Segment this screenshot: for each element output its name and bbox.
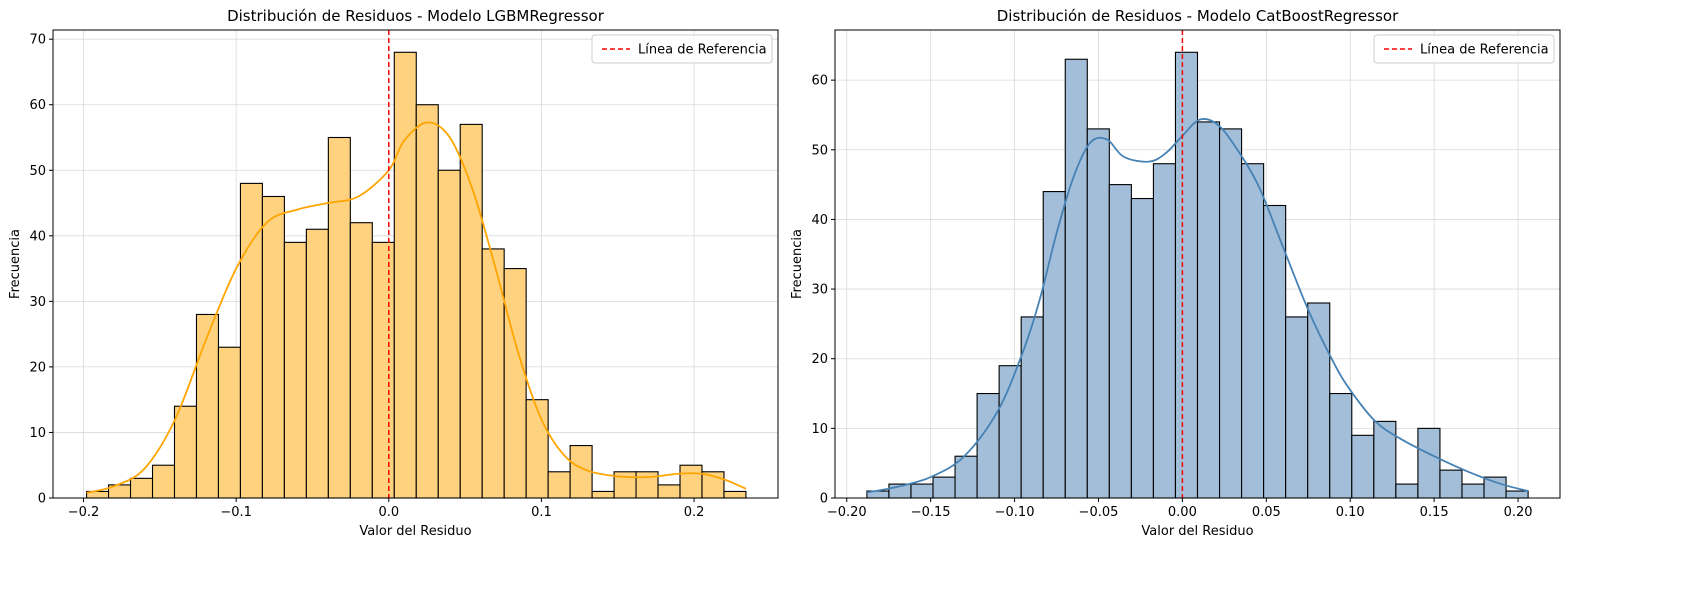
x-tick-label: −0.05 <box>1079 505 1119 520</box>
histogram-bar <box>1351 434 1375 499</box>
histogram-bar <box>305 228 329 499</box>
y-tick-label: 20 <box>811 352 828 367</box>
histogram-bar <box>1086 128 1110 499</box>
histogram-bar <box>261 195 285 499</box>
x-axis-ticks: −0.2 −0.1 0.0 0.1 0.2 <box>68 498 705 520</box>
histogram-bar <box>1461 483 1485 499</box>
histogram-bar <box>1020 316 1044 499</box>
x-tick-label: −0.20 <box>827 505 867 520</box>
x-tick-label: 0.15 <box>1420 505 1449 520</box>
histogram-bar <box>1483 476 1507 499</box>
histogram-bar <box>129 477 154 499</box>
plot-frame <box>52 29 779 499</box>
y-tick-label: 30 <box>811 283 828 298</box>
x-tick-label: 0.20 <box>1504 505 1533 520</box>
y-tick-label: 30 <box>29 295 46 310</box>
y-axis-label: Frecuencia <box>8 229 23 299</box>
histogram-bar <box>932 476 956 499</box>
legend: Línea de Referencia <box>591 34 773 64</box>
legend-label: Línea de Referencia <box>638 43 767 58</box>
x-tick-label: −0.10 <box>995 505 1035 520</box>
legend: Línea de Referencia <box>1373 34 1555 64</box>
histogram-bar <box>503 268 527 499</box>
histogram-bar <box>1130 197 1154 499</box>
y-tick-label: 50 <box>811 143 828 158</box>
legend-box <box>591 34 773 64</box>
histogram-bar <box>195 313 220 499</box>
histogram-bar <box>679 464 703 499</box>
histogram-bar <box>151 464 176 499</box>
histogram-bar <box>283 241 307 499</box>
y-tick-label: 40 <box>811 213 828 228</box>
chart-title: Distribución de Residuos - Modelo CatBoo… <box>997 7 1399 25</box>
histogram-bar <box>1439 469 1463 499</box>
histogram-bar <box>525 399 549 499</box>
x-tick-label: 0.00 <box>1168 505 1197 520</box>
x-axis-ticks: −0.20 −0.15 −0.10 −0.05 0.00 0.05 0.10 0.15 0.20 <box>827 498 1533 520</box>
histogram-bar <box>1174 51 1199 499</box>
histogram-bar <box>1196 121 1221 499</box>
histogram-bar <box>415 104 439 499</box>
chart-lgbm: −0.2 −0.1 0.0 0.1 0.2 0 10 20 30 40 50 60 70 Distribu… <box>8 7 779 539</box>
legend-label: Línea de Referencia <box>1420 43 1549 58</box>
histogram-bar <box>976 392 1000 499</box>
x-axis-label: Valor del Residuo <box>1141 524 1253 539</box>
x-axis-label: Valor del Residuo <box>359 524 471 539</box>
histogram-bar <box>657 484 681 499</box>
chart-catboost: −0.20 −0.15 −0.10 −0.05 0.00 0.05 0.10 0.15 0.20… <box>790 7 1561 539</box>
y-axis-ticks: 0 10 20 30 40 50 60 70 <box>29 33 53 507</box>
y-axis-label: Frecuencia <box>790 229 805 299</box>
y-tick-label: 0 <box>38 492 46 507</box>
y-axis-ticks: 0 10 20 30 40 50 60 <box>811 74 835 507</box>
histogram-bar <box>459 123 483 499</box>
histogram-bar <box>1417 427 1441 499</box>
histogram-bar <box>1218 128 1243 499</box>
histogram-bar <box>1064 58 1088 499</box>
histogram-bars <box>866 51 1529 499</box>
histogram-bar <box>217 346 241 499</box>
x-tick-label: 0.0 <box>378 505 399 520</box>
histogram-bar <box>1505 490 1529 499</box>
chart-title: Distribución de Residuos - Modelo LGBMRe… <box>227 7 605 25</box>
histogram-bar <box>327 136 351 499</box>
y-tick-label: 70 <box>29 33 46 48</box>
histogram-bar <box>371 241 395 499</box>
x-tick-label: 0.10 <box>1336 505 1365 520</box>
histogram-bar <box>1263 204 1287 499</box>
histogram-bar <box>547 471 571 499</box>
y-tick-label: 10 <box>811 422 828 437</box>
x-tick-label: 0.1 <box>531 505 552 520</box>
y-tick-label: 10 <box>29 426 46 441</box>
histogram-bar <box>437 169 461 499</box>
y-tick-label: 0 <box>820 492 828 507</box>
histogram-bar <box>1152 163 1177 499</box>
histogram-bar <box>1285 316 1309 499</box>
y-tick-label: 60 <box>29 98 46 113</box>
histogram-bar <box>1373 420 1397 499</box>
histogram-bar <box>1241 163 1265 499</box>
histogram-bar <box>393 51 417 499</box>
histogram-bar <box>1329 392 1353 499</box>
x-tick-label: −0.2 <box>68 505 100 520</box>
y-tick-label: 50 <box>29 164 46 179</box>
histogram-bar <box>910 483 934 499</box>
y-tick-label: 20 <box>29 360 46 375</box>
legend-box <box>1373 34 1555 64</box>
y-tick-label: 60 <box>811 74 828 89</box>
y-tick-label: 40 <box>29 229 46 244</box>
histogram-bar <box>173 405 198 499</box>
x-tick-label: −0.15 <box>911 505 951 520</box>
x-tick-label: 0.05 <box>1252 505 1281 520</box>
kde-curve <box>86 121 747 494</box>
histogram-bar <box>591 490 615 499</box>
x-tick-label: 0.2 <box>684 505 705 520</box>
histogram-bar <box>1395 483 1419 499</box>
histogram-bar <box>723 490 747 499</box>
histogram-bar <box>349 222 373 499</box>
x-tick-label: −0.1 <box>220 505 252 520</box>
histogram-bar <box>1042 191 1066 499</box>
plot-frame <box>834 29 1561 499</box>
histogram-bar <box>1108 184 1132 499</box>
